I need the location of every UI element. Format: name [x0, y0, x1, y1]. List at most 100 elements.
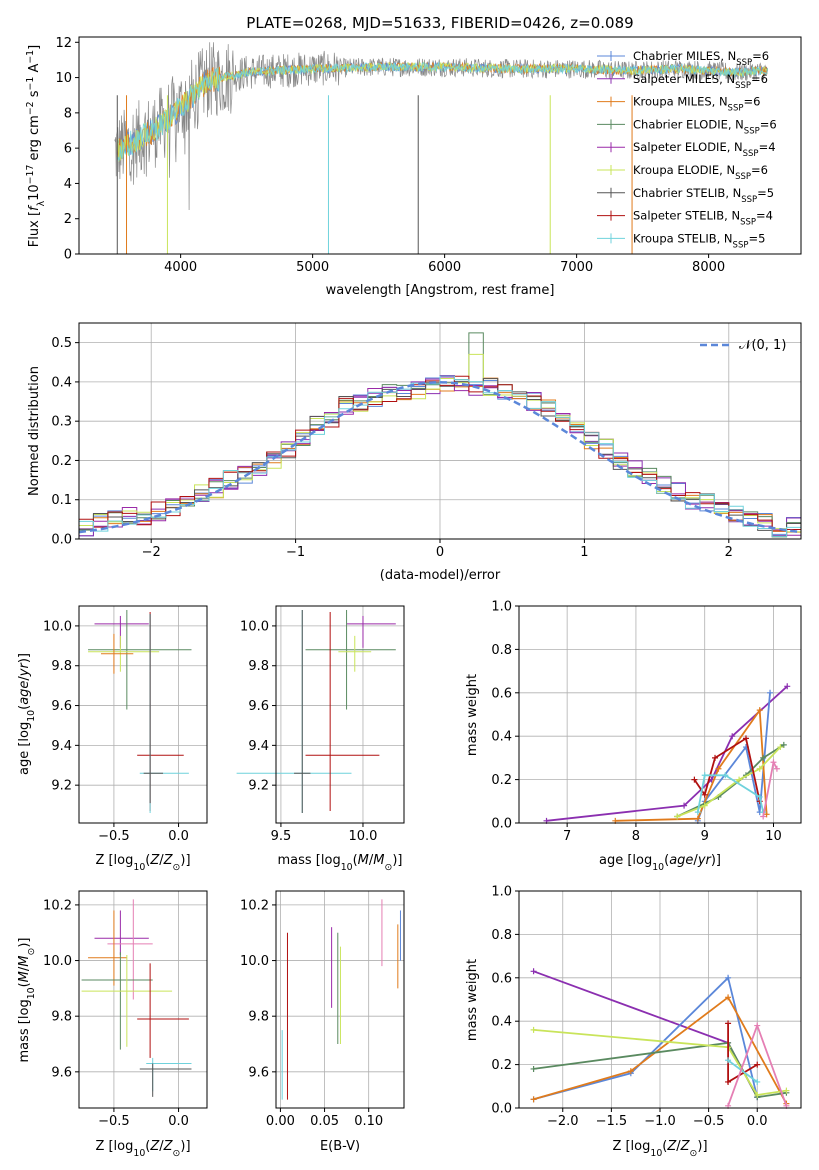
data-point [530, 1096, 537, 1103]
data-point [763, 811, 770, 818]
x-tick-label: −2.0 [547, 1114, 579, 1129]
data-point [760, 813, 767, 820]
data-point [725, 1057, 732, 1064]
y-tick-label: 9.2 [248, 779, 269, 794]
y-tick-label: 0.4 [491, 1015, 512, 1030]
legend-label: Salpeter STELIB, NSSP=4 [633, 209, 773, 228]
data-point [770, 759, 777, 766]
legend-label: 𝒩(0, 1) [739, 338, 786, 353]
x-tick-label: 8 [632, 829, 640, 844]
axes-frame [275, 890, 405, 1109]
data-point [701, 802, 708, 809]
y-tick-label: 1.0 [491, 885, 512, 900]
y-tick-label: 0.8 [491, 643, 512, 658]
x-tick-label: 7000 [560, 260, 593, 275]
mass-age-axes: 9.5 10.0 9.2 9.4 9.6 9.8 10.0 [236, 605, 405, 844]
data-point [627, 1068, 634, 1075]
x-tick-label: 10 [765, 829, 782, 844]
data-point [780, 741, 787, 748]
y-tick-label: 0.2 [51, 454, 72, 469]
y-tick-label: 0.0 [51, 533, 72, 548]
y-tick-label: 0.1 [51, 493, 72, 508]
data-point [530, 968, 537, 975]
axes-frame [518, 890, 802, 1109]
x-axis-label: Z [log10(Z/Z⊙)] [95, 1139, 190, 1159]
x-tick-label: 6000 [428, 260, 461, 275]
data-point [530, 1026, 537, 1033]
data-point [725, 994, 732, 1001]
x-axis-label: mass [log10(M/M⊙)] [278, 853, 403, 873]
y-tick-label: 9.8 [248, 1010, 269, 1025]
y-tick-label: 0.4 [491, 730, 512, 745]
data-point [729, 733, 736, 740]
weight-line [533, 976, 759, 1101]
data-point [783, 1087, 790, 1094]
x-tick-label: −1 [286, 545, 305, 560]
data-point [694, 809, 701, 816]
legend-label: Kroupa ELODIE, NSSP=6 [633, 163, 768, 182]
data-point [756, 765, 763, 772]
x-tick-label: 0.0 [168, 1114, 189, 1129]
y-tick-label: 9.4 [51, 739, 72, 754]
y-axis-label: mass [log10(M/M⊙)] [17, 938, 37, 1063]
age-weight-axes: 7 8 9 10 0.0 0.2 0.4 0.6 0.8 1.0 [491, 600, 802, 844]
y-tick-label: 9.6 [248, 699, 269, 714]
data-point [773, 765, 780, 772]
y-tick-label: 10.0 [240, 954, 269, 969]
data-point [756, 793, 763, 800]
y-axis-label: mass weight [465, 674, 480, 756]
x-tick-label: −1.5 [596, 1114, 628, 1129]
weight-line [533, 995, 788, 1105]
x-tick-label: 0.10 [354, 1114, 383, 1129]
x-axis-label: E(B-V) [320, 1139, 360, 1154]
y-tick-label: 0.0 [491, 1102, 512, 1117]
data-point [674, 813, 681, 820]
axes-frame [78, 36, 802, 255]
legend-label: Salpeter ELODIE, NSSP=4 [633, 140, 776, 159]
weight-line [546, 685, 788, 822]
y-tick-label: 9.2 [51, 779, 72, 794]
chart-title: PLATE=0268, MJD=51633, FIBERID=0426, z=0… [246, 14, 633, 32]
legend-label: Kroupa MILES, NSSP=6 [633, 95, 760, 114]
data-point [754, 1061, 761, 1068]
data-point [725, 1078, 732, 1085]
y-tick-label: 2 [64, 212, 72, 227]
y-tick-label: 0.2 [491, 773, 512, 788]
data-point [715, 765, 722, 772]
data-point [701, 791, 708, 798]
data-point [754, 1091, 761, 1098]
x-axis-label: age [log10(age/yr)] [599, 853, 721, 873]
data-point [760, 754, 767, 761]
x-tick-label: −0.5 [98, 1114, 130, 1129]
y-tick-label: 9.8 [51, 659, 72, 674]
data-point [767, 689, 774, 696]
y-tick-label: 10.2 [43, 898, 72, 913]
x-tick-label: 0.0 [747, 1114, 768, 1129]
x-tick-label: 4000 [164, 260, 197, 275]
z-mass-axes: −0.5 0.0 9.6 9.8 10.0 10.2 [43, 890, 208, 1129]
y-axis-label: age [log10(age/yr)] [17, 653, 37, 775]
weight-line [533, 970, 758, 1098]
y-tick-label: 0.2 [491, 1058, 512, 1073]
axes-frame [78, 890, 208, 1109]
histogram-axes: −2 −1 0 1 2 0.0 0.1 0.2 0.3 0.4 0.5 [51, 322, 802, 560]
x-tick-label: 0 [436, 545, 444, 560]
data-point [784, 683, 791, 690]
y-tick-label: 0.3 [51, 415, 72, 430]
x-tick-label: 0.05 [310, 1114, 339, 1129]
data-point [530, 1065, 537, 1072]
ebv-mass-axes: 0.00 0.05 0.10 9.6 9.8 10.0 10.2 [240, 890, 405, 1129]
y-tick-label: 0.5 [51, 336, 72, 351]
y-tick-label: 0.6 [491, 686, 512, 701]
y-tick-label: 10 [55, 71, 72, 86]
x-tick-label: 9 [701, 829, 709, 844]
y-tick-label: 1.0 [491, 600, 512, 615]
data-point [681, 802, 688, 809]
y-axis-label: Normed distribution [27, 366, 42, 496]
y-axis-label: Flux [fλ10−17 erg cm−2 s−1 A−1] [25, 45, 47, 247]
data-point [754, 1078, 761, 1085]
legend-label: Salpeter MILES, NSSP=6 [633, 72, 768, 91]
x-tick-label: −0.5 [98, 829, 130, 844]
y-tick-label: 0.6 [491, 971, 512, 986]
y-tick-label: 0 [64, 248, 72, 263]
